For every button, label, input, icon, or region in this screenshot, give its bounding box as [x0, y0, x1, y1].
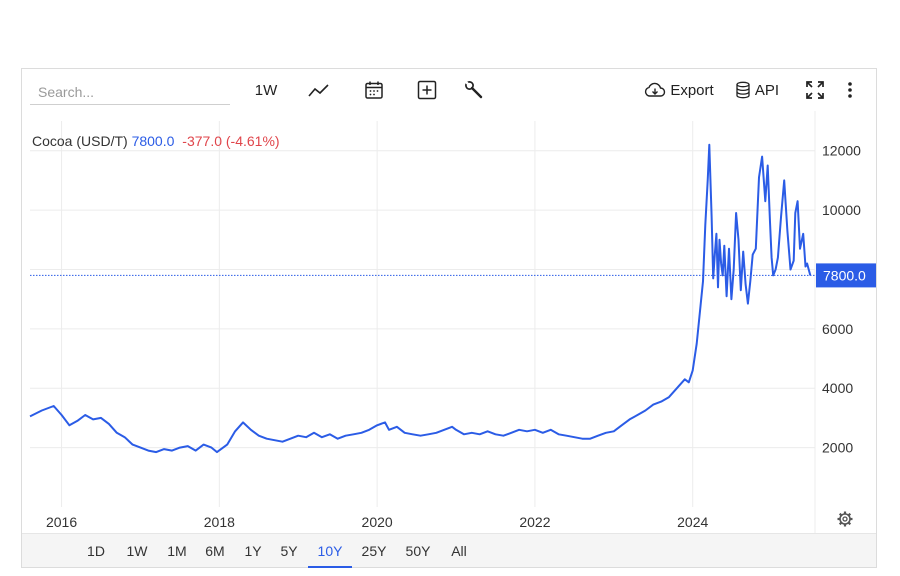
x-tick-label: 2016	[46, 514, 77, 530]
x-tick-label: 2020	[362, 514, 393, 530]
database-icon	[735, 81, 751, 99]
chart-legend: Cocoa (USD/T) 7800.0 -377.0 (-4.61%)	[32, 133, 280, 149]
range-50y[interactable]: 50Y	[405, 543, 431, 559]
export-label: Export	[670, 81, 714, 99]
x-tick-label: 2024	[677, 514, 708, 530]
legend-name: Cocoa (USD/T)	[32, 133, 128, 149]
y-tick-label: 10000	[822, 202, 861, 218]
gear-icon[interactable]	[837, 511, 853, 527]
range-10y[interactable]: 10Y	[308, 534, 352, 568]
range-25y[interactable]: 25Y	[361, 543, 387, 559]
range-6m[interactable]: 6M	[205, 543, 225, 559]
y-tick-label: 4000	[822, 380, 853, 396]
interval-button[interactable]: 1W	[248, 77, 284, 103]
x-tick-label: 2018	[204, 514, 235, 530]
x-tick-label: 2022	[519, 514, 550, 530]
wrench-icon[interactable]	[459, 77, 489, 103]
y-tick-label: 2000	[822, 440, 853, 456]
fullscreen-icon[interactable]	[800, 77, 830, 103]
chart-area: 2000 4000 6000 10000 12000 2016 2018 2020 2022 20…	[22, 111, 876, 534]
toolbar: 1W Export API	[22, 69, 876, 111]
y-tick-label: 12000	[822, 143, 861, 159]
range-5y[interactable]: 5Y	[280, 543, 298, 559]
range-bar: 1D 1W 1M 6M 1Y 5Y 10Y 25Y 50Y All	[22, 533, 876, 568]
range-1w[interactable]: 1W	[126, 543, 148, 559]
cloud-download-icon	[644, 81, 666, 99]
chart-widget: 1W Export API	[21, 68, 877, 568]
calendar-icon[interactable]	[359, 77, 389, 103]
search-input[interactable]	[30, 81, 230, 105]
line-chart-icon[interactable]	[304, 77, 334, 103]
interval-label: 1W	[254, 81, 278, 99]
api-label: API	[754, 81, 780, 99]
legend-value: 7800.0	[131, 133, 175, 149]
export-button[interactable]: Export	[642, 77, 716, 103]
y-tick-label: 6000	[822, 321, 853, 337]
range-1d[interactable]: 1D	[87, 543, 105, 559]
add-icon[interactable]	[412, 77, 442, 103]
price-series-line	[29, 143, 812, 454]
price-label: 7800.0	[823, 267, 866, 283]
api-button[interactable]: API	[732, 77, 782, 103]
range-all[interactable]: All	[451, 543, 467, 559]
more-vert-icon[interactable]	[838, 77, 862, 103]
range-1y[interactable]: 1Y	[244, 543, 262, 559]
range-1m[interactable]: 1M	[167, 543, 187, 559]
legend-change: -377.0 (-4.61%)	[182, 133, 280, 149]
price-chart[interactable]: 2000 4000 6000 10000 12000 2016 2018 2020 2022 20…	[22, 111, 876, 534]
price-label-box	[816, 263, 876, 288]
